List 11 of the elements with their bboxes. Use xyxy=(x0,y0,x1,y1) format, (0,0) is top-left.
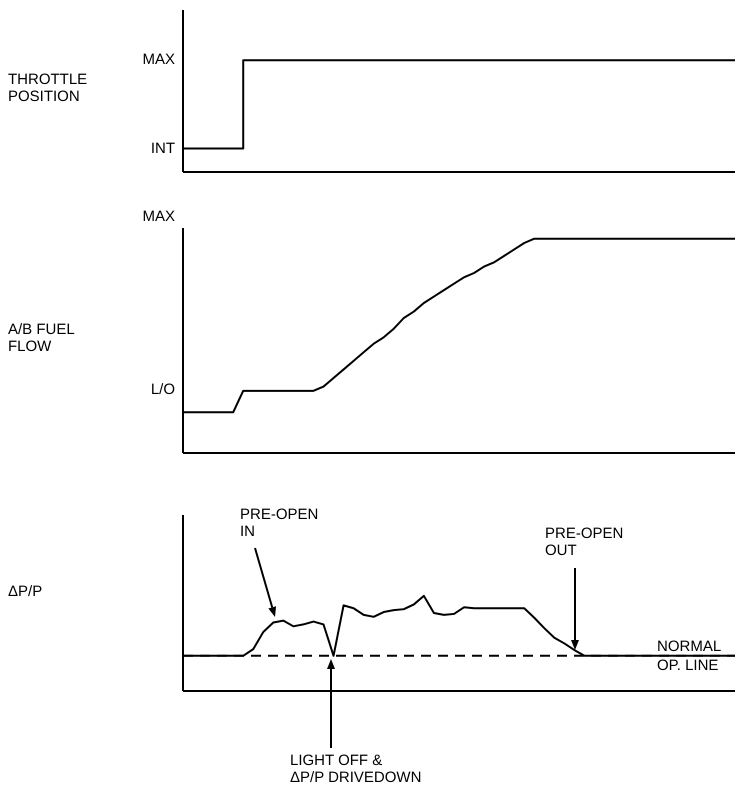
y-axis-title: ΔP/P xyxy=(8,583,44,600)
text: L/O xyxy=(150,381,175,398)
text: LIGHT OFF & ΔP/P DRIVEDOWN xyxy=(290,752,422,786)
text: MAX xyxy=(141,51,175,68)
y-axis-title: THROTTLE POSITION xyxy=(8,71,88,105)
text: PRE-OPEN IN xyxy=(240,506,318,540)
text: INT xyxy=(150,140,175,157)
text: PRE-OPEN OUT xyxy=(545,525,624,559)
series-label: NORMAL OP. LINE xyxy=(657,636,722,675)
y-axis-title: A/B FUEL FLOW xyxy=(8,320,76,354)
text: MAX xyxy=(141,208,175,225)
